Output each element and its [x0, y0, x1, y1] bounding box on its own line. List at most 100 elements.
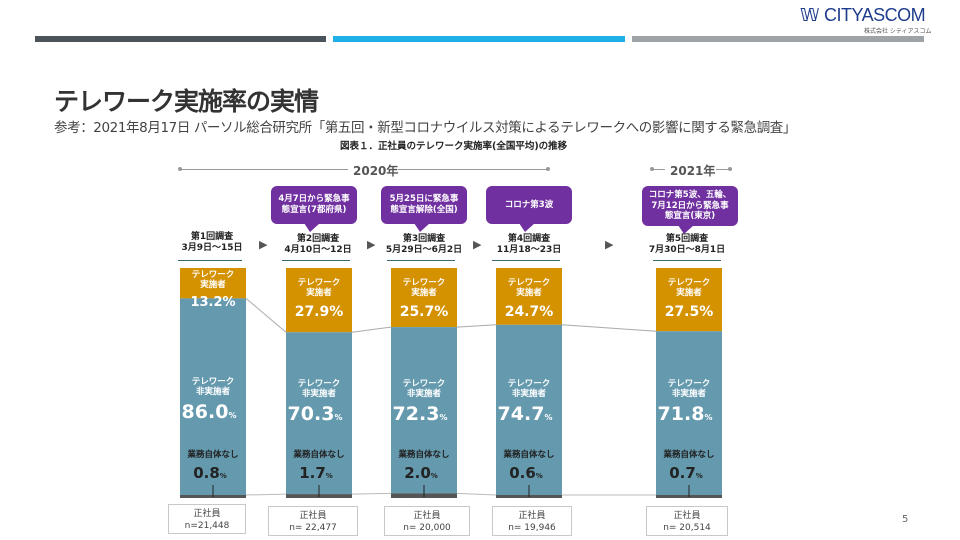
unit-label: % — [439, 413, 447, 422]
data-label-no-work: 2.0% — [404, 464, 438, 482]
data-label-not-implemented: 70.3% — [288, 403, 343, 425]
segment-label: 実施者 — [200, 279, 226, 290]
survey-underline — [178, 260, 242, 261]
unit-label: % — [326, 472, 333, 480]
segment-label: テレワーク — [298, 277, 341, 288]
segment-label: 非実施者 — [672, 388, 707, 399]
data-label-implemented: 25.7% — [400, 304, 449, 320]
sample-box-3: 正社員 n= 20,000 — [384, 506, 470, 536]
logo-subtext: 株式会社 シティアスコム — [864, 28, 932, 35]
survey-label-5: 第5回調査 7月30日〜8月1日 — [648, 234, 726, 256]
segment-label: 実施者 — [516, 287, 542, 298]
connector-line-no-work — [245, 493, 287, 496]
sample-label: 正社員 — [413, 511, 441, 521]
arrow-right-icon: ▶ — [473, 238, 482, 251]
unit-label: % — [334, 413, 342, 422]
data-label-not-implemented: 86.0% — [182, 401, 237, 423]
timeline-line-2020-left — [180, 169, 348, 170]
bar-segment-not-implemented — [286, 332, 352, 495]
segment-label: 実施者 — [676, 287, 702, 298]
segment-label: 業務自体なし — [502, 449, 554, 460]
data-label-implemented: 24.7% — [505, 304, 554, 320]
sample-size: n= 20,000 — [403, 523, 451, 534]
data-label-not-implemented: 71.8% — [658, 403, 713, 425]
timeline-line-2021-left — [652, 169, 665, 170]
segment-label: テレワーク — [668, 277, 711, 288]
sample-box-5: 正社員 n= 20,514 — [646, 506, 728, 536]
sample-label: 正社員 — [518, 511, 546, 521]
connector-line-implemented — [351, 326, 392, 333]
arrow-right-icon: ▶ — [259, 238, 268, 251]
survey-label-2: 第2回調査 4月10日〜12日 — [284, 234, 352, 256]
segment-label: 業務自体なし — [662, 449, 714, 460]
event-callout: コロナ第5波、五輪、 7月12日から緊急事 態宣言(東京) — [642, 186, 738, 234]
segment-label: テレワーク — [298, 378, 341, 389]
sample-label: 正社員 — [673, 511, 701, 521]
header-band-gray — [632, 36, 924, 42]
connector-line-implemented — [245, 297, 287, 333]
survey-label-4: 第4回調査 11月18〜23日 — [496, 234, 562, 256]
data-label-not-implemented: 72.3% — [393, 403, 448, 425]
timeline-line-2020-right — [398, 169, 548, 170]
survey-underline — [653, 260, 721, 261]
figure-title: 図表１．正社員のテレワーク実施率(全国平均)の推移 — [340, 141, 568, 152]
event-callout: コロナ第3波 — [486, 186, 572, 232]
bar-segment-implemented — [391, 268, 457, 328]
source-citation: 参考：2021年8月17日 パーソル総合研究所「第五回・新型コロナウイルス対策に… — [54, 120, 797, 136]
survey-label-1: 第1回調査 3月9日〜15日 — [181, 232, 243, 254]
unit-label: % — [228, 411, 236, 420]
bar-segment-implemented — [656, 268, 722, 332]
segment-label: テレワーク — [508, 378, 551, 389]
sample-size: n=21,448 — [184, 521, 230, 532]
bar-segment-not-implemented — [496, 324, 562, 497]
segment-label: 業務自体なし — [397, 449, 449, 460]
data-label-implemented: 13.2% — [190, 295, 235, 310]
header-band-dark — [35, 36, 326, 42]
bar-segment-not-implemented — [656, 331, 722, 497]
unit-label: % — [536, 472, 543, 480]
arrow-right-icon: ▶ — [367, 238, 376, 251]
sample-label: 正社員 — [299, 511, 327, 521]
unit-label: % — [704, 413, 712, 422]
data-label-no-work: 0.6% — [509, 464, 543, 482]
segment-label: 業務自体なし — [292, 449, 344, 460]
sample-box-2: 正社員 n= 22,477 — [268, 506, 358, 536]
year-label-2020: 2020年 — [353, 164, 399, 178]
segment-label: テレワーク — [403, 378, 446, 389]
segment-label: テレワーク — [508, 277, 551, 288]
year-label-2021: 2021年 — [670, 164, 716, 178]
segment-label: テレワーク — [403, 277, 446, 288]
sample-box-4: 正社員 n= 19,946 — [492, 506, 572, 536]
bar-segment-not-implemented — [180, 298, 246, 497]
bar-segment-implemented — [496, 268, 562, 325]
timeline-dot — [546, 167, 550, 171]
data-label-no-work: 0.8% — [193, 464, 227, 482]
bar-segment-not-implemented — [391, 327, 457, 494]
page-title: テレワーク実施率の実情 — [54, 87, 319, 116]
segment-label: 非実施者 — [302, 388, 337, 399]
company-logo: 𝕎 CITYASCOM 株式会社 シティアスコム — [800, 4, 932, 35]
header-band-blue — [333, 36, 625, 42]
segment-label: テレワーク — [668, 378, 711, 389]
sample-label: 正社員 — [193, 509, 221, 519]
data-label-not-implemented: 74.7% — [498, 403, 553, 425]
unit-label: % — [696, 472, 703, 480]
segment-label: 非実施者 — [512, 388, 547, 399]
unit-label: % — [544, 413, 552, 422]
segment-label: 業務自体なし — [186, 449, 238, 460]
sample-size: n= 19,946 — [508, 523, 556, 534]
bar-segment-implemented — [286, 268, 352, 333]
arrow-right-icon: ▶ — [605, 238, 614, 251]
data-label-implemented: 27.9% — [295, 304, 344, 320]
segment-label: テレワーク — [192, 376, 235, 387]
connector-line-implemented — [561, 324, 657, 332]
event-callout: 5月25日に緊急事 態宣言解除(全国) — [381, 186, 467, 232]
logo-mark-icon: 𝕎 — [800, 5, 820, 26]
connector-line-implemented — [456, 324, 497, 328]
segment-label: 非実施者 — [407, 388, 442, 399]
segment-label: 実施者 — [306, 287, 332, 298]
survey-underline — [387, 260, 455, 261]
survey-underline — [492, 260, 560, 261]
survey-label-3: 第3回調査 5月29日〜6月2日 — [385, 234, 463, 256]
